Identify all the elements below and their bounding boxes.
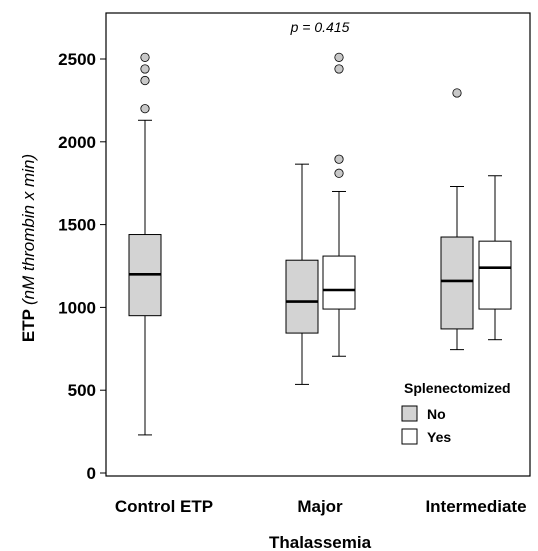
box-intermediate-no <box>440 88 474 351</box>
outlier-point <box>334 64 344 74</box>
outlier-point <box>334 154 344 164</box>
x-category-label: Major <box>297 497 343 516</box>
legend-title: Splenectomized <box>404 380 511 396</box>
y-tick-label: 1000 <box>58 298 96 317</box>
box-major-yes <box>322 52 356 357</box>
legend-swatch-no <box>401 405 418 422</box>
outlier-point <box>140 64 150 74</box>
p-value-annotation: p = 0.415 <box>290 19 350 35</box>
y-axis-title-main: ETP <box>19 309 38 342</box>
y-axis-title-unit: (nM thrombin x min) <box>19 154 38 305</box>
box-major-no <box>285 163 319 385</box>
y-tick-label: 2000 <box>58 133 96 152</box>
y-tick-label: 1500 <box>58 216 96 235</box>
box-series <box>128 52 512 436</box>
y-axis-ticks: 0 500 1000 1500 2000 2500 <box>58 50 106 483</box>
y-tick-label: 500 <box>68 381 96 400</box>
x-category-label: Control ETP <box>115 497 213 516</box>
y-axis-title: ETP (nM thrombin x min) <box>19 154 38 342</box>
x-axis-category-labels: Control ETP Major Intermediate <box>115 497 527 516</box>
plot-frame <box>105 12 531 477</box>
box-intermediate-yes <box>478 175 512 341</box>
outlier-point <box>140 75 150 86</box>
iqr-box <box>285 259 319 334</box>
y-tick-label: 2500 <box>58 50 96 69</box>
box-control-etp-no <box>128 52 162 436</box>
outlier-point <box>334 52 344 62</box>
legend: Splenectomized No Yes <box>401 380 511 445</box>
outlier-point <box>334 168 344 178</box>
iqr-box <box>440 236 474 330</box>
legend-label-yes: Yes <box>427 429 451 445</box>
outlier-point <box>140 52 150 62</box>
legend-swatch-yes <box>401 428 418 445</box>
iqr-box <box>322 255 356 310</box>
legend-label-no: No <box>427 406 446 422</box>
iqr-box <box>478 240 512 310</box>
outlier-point <box>140 104 150 114</box>
x-category-label: Intermediate <box>425 497 526 516</box>
outlier-point <box>452 88 462 98</box>
y-tick-label: 0 <box>87 464 96 483</box>
x-axis-title: Thalassemia <box>269 533 372 551</box>
